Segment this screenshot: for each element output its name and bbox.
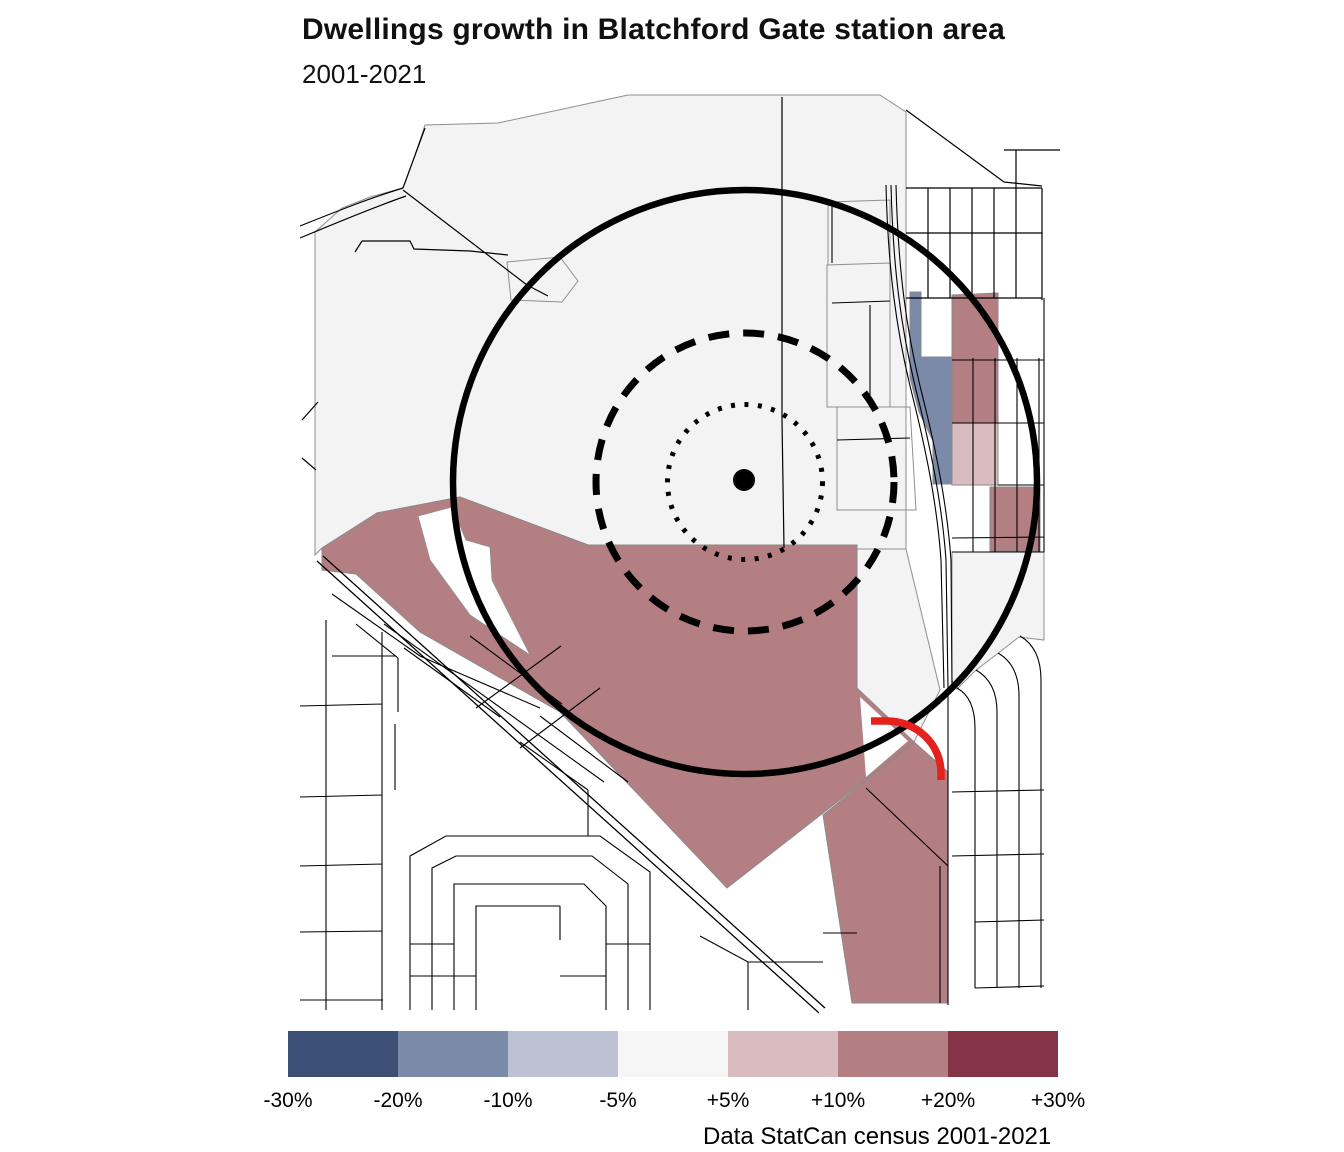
legend-tick-label: -10% — [483, 1089, 533, 1112]
legend-swatch-3 — [508, 1031, 618, 1077]
streets-suburb-maze — [299, 620, 651, 1010]
census-area-upper — [314, 94, 907, 557]
station-access-red-arc — [871, 717, 945, 780]
legend-tick-label: -5% — [599, 1089, 637, 1112]
legend-tick-label: +30% — [1030, 1089, 1086, 1112]
growth-cell-rose-north — [951, 292, 999, 424]
streets-junction-hooks — [951, 635, 1045, 989]
streets-mid-left — [331, 593, 563, 712]
streets-ne-blocks — [831, 205, 911, 441]
legend-swatch-1 — [288, 1031, 398, 1077]
page-title: Dwellings growth in Blatchford Gate stat… — [302, 13, 1006, 46]
walkshed-ring-dotted — [665, 402, 825, 562]
legend-tick-label: -20% — [373, 1089, 423, 1112]
legend-tick-label: +10% — [810, 1089, 866, 1112]
walkshed-ring-solid — [449, 186, 1041, 778]
walkshed-ring-dashed — [592, 329, 898, 635]
streets-rail-bundle — [885, 184, 953, 1005]
legend-tick-label: +5% — [706, 1089, 750, 1112]
streets-bottom-middle — [699, 787, 949, 1010]
legend-swatch-2 — [398, 1031, 508, 1077]
legend-swatch-7 — [948, 1031, 1058, 1077]
data-source-caption: Data StatCan census 2001-2021 — [703, 1123, 1052, 1150]
streets-ne-grid — [905, 109, 1060, 300]
legend-tick-label: +20% — [920, 1089, 976, 1112]
station-marker-dot — [733, 469, 755, 491]
legend-color-bar — [288, 1031, 1058, 1077]
page-subtitle: 2001-2021 — [302, 59, 427, 89]
growth-cell-rose-south — [989, 486, 1041, 552]
growth-polygon-blue-tract — [909, 291, 953, 485]
legend-swatch-6 — [838, 1031, 948, 1077]
legend-tick-labels: -30% -20% -10% -5% +5% +10% +20% +30% — [263, 1089, 1085, 1115]
legend-tick-label: -30% — [263, 1089, 313, 1112]
growth-cell-pink — [951, 422, 999, 486]
legend-swatch-4 — [618, 1031, 728, 1077]
legend-swatch-5 — [728, 1031, 838, 1077]
